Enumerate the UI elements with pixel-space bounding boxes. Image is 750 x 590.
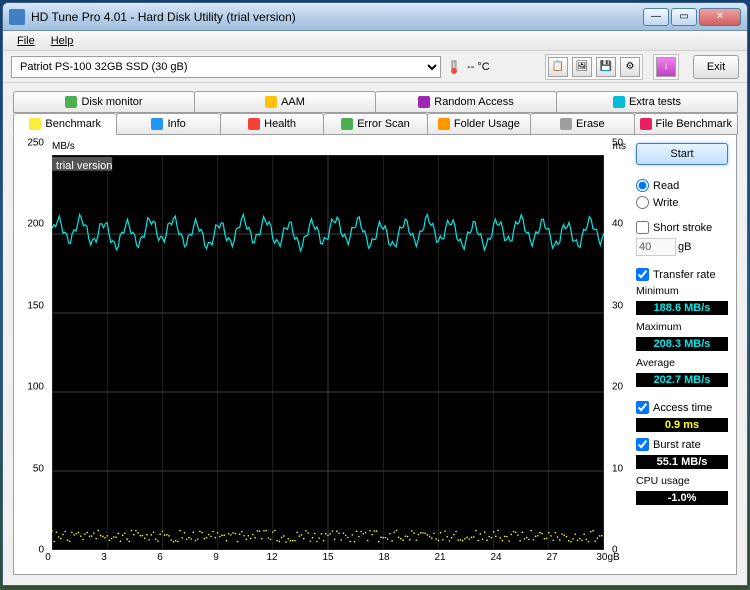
health-icon [248, 118, 260, 130]
menu-file[interactable]: File [9, 33, 43, 49]
window-controls: — ▭ ✕ [643, 8, 741, 26]
average-value: 202.7 MB/s [636, 373, 728, 387]
burst-value: 55.1 MB/s [636, 455, 728, 469]
tab-disk-monitor[interactable]: Disk monitor [13, 91, 195, 113]
cpu-value: -1.0% [636, 491, 728, 505]
y-axis-left-labels: 250200150100500 [22, 143, 48, 550]
short-stroke-checkbox[interactable] [636, 221, 649, 234]
access-value: 0.9 ms [636, 418, 728, 432]
tab-folder-usage[interactable]: Folder Usage [427, 113, 531, 135]
temperature-value: -- °C [467, 61, 490, 73]
access-time-checkbox[interactable] [636, 401, 649, 414]
app-window: HD Tune Pro 4.01 - Hard Disk Utility (tr… [2, 2, 748, 586]
access-time-check[interactable]: Access time [636, 401, 728, 414]
tab-row-top: Disk monitorAAMRandom AccessExtra tests [13, 91, 737, 113]
tab-info[interactable]: Info [116, 113, 220, 135]
toolbar: Patriot PS-100 32GB SSD (30 gB) -- °C 📋 … [3, 51, 747, 83]
x-axis-labels: 036912151821242730gB [48, 550, 608, 566]
error-scan-icon [341, 118, 353, 130]
tab-aam[interactable]: AAM [194, 91, 376, 113]
tab-erase[interactable]: Erase [530, 113, 634, 135]
thermometer-icon [447, 60, 461, 74]
menubar: File Help [3, 31, 747, 51]
info-icon [151, 118, 163, 130]
short-stroke-spinner: gB [636, 238, 728, 256]
short-stroke-value[interactable] [636, 238, 676, 256]
tab-row-bottom: BenchmarkInfoHealthError ScanFolder Usag… [13, 113, 737, 135]
maximum-label: Maximum [636, 321, 728, 333]
minimum-value: 188.6 MB/s [636, 301, 728, 315]
extra-tests-icon [613, 96, 625, 108]
maximize-button[interactable]: ▭ [671, 8, 697, 26]
svg-text:trial version: trial version [56, 160, 112, 172]
drive-select[interactable]: Patriot PS-100 32GB SSD (30 gB) [11, 56, 441, 78]
benchmark-icon [29, 118, 41, 130]
titlebar[interactable]: HD Tune Pro 4.01 - Hard Disk Utility (tr… [3, 3, 747, 31]
average-label: Average [636, 357, 728, 369]
minimum-label: Minimum [636, 285, 728, 297]
tab-error-scan[interactable]: Error Scan [323, 113, 427, 135]
file-benchmark-icon [640, 118, 652, 130]
app-icon [9, 9, 25, 25]
erase-icon [560, 118, 572, 130]
y-axis-right-labels: 50403020100 [608, 143, 628, 550]
tool-icon-group: 📋 🖼 💾 ⚙ [545, 54, 643, 80]
burst-rate-check[interactable]: Burst rate [636, 438, 728, 451]
chart-canvas: trial version [52, 155, 604, 550]
transfer-rate-checkbox[interactable] [636, 268, 649, 281]
cpu-label: CPU usage [636, 475, 728, 487]
maximum-value: 208.3 MB/s [636, 337, 728, 351]
tab-file-benchmark[interactable]: File Benchmark [634, 113, 738, 135]
benchmark-panel: MB/s ms 250200150100500 50403020100 tria… [13, 135, 737, 575]
settings-icon[interactable]: ⚙ [620, 57, 640, 77]
tool-icon-group-2: ↓ [653, 54, 679, 80]
tab-benchmark[interactable]: Benchmark [13, 113, 117, 135]
exit-button[interactable]: Exit [693, 55, 739, 79]
close-button[interactable]: ✕ [699, 8, 741, 26]
random-access-icon [418, 96, 430, 108]
content-area: Disk monitorAAMRandom AccessExtra tests … [3, 83, 747, 585]
side-panel: Start Read Write Short stroke gB Transfe… [636, 143, 728, 566]
copy-screenshot-icon[interactable]: 🖼 [572, 57, 592, 77]
read-radio[interactable]: Read [636, 179, 728, 192]
tab-health[interactable]: Health [220, 113, 324, 135]
disk-monitor-icon [65, 96, 77, 108]
save-icon[interactable]: 💾 [596, 57, 616, 77]
write-radio-input[interactable] [636, 196, 649, 209]
left-axis-unit: MB/s [52, 141, 75, 152]
tab-random-access[interactable]: Random Access [375, 91, 557, 113]
tab-extra-tests[interactable]: Extra tests [556, 91, 738, 113]
read-radio-input[interactable] [636, 179, 649, 192]
folder-usage-icon [438, 118, 450, 130]
write-radio[interactable]: Write [636, 196, 728, 209]
aam-icon [265, 96, 277, 108]
transfer-rate-check[interactable]: Transfer rate [636, 268, 728, 281]
start-button[interactable]: Start [636, 143, 728, 165]
menu-help[interactable]: Help [43, 33, 82, 49]
short-stroke-check[interactable]: Short stroke [636, 221, 728, 234]
chart-area: MB/s ms 250200150100500 50403020100 tria… [22, 143, 628, 566]
download-icon[interactable]: ↓ [656, 57, 676, 77]
window-title: HD Tune Pro 4.01 - Hard Disk Utility (tr… [31, 10, 643, 24]
copy-text-icon[interactable]: 📋 [548, 57, 568, 77]
burst-rate-checkbox[interactable] [636, 438, 649, 451]
minimize-button[interactable]: — [643, 8, 669, 26]
